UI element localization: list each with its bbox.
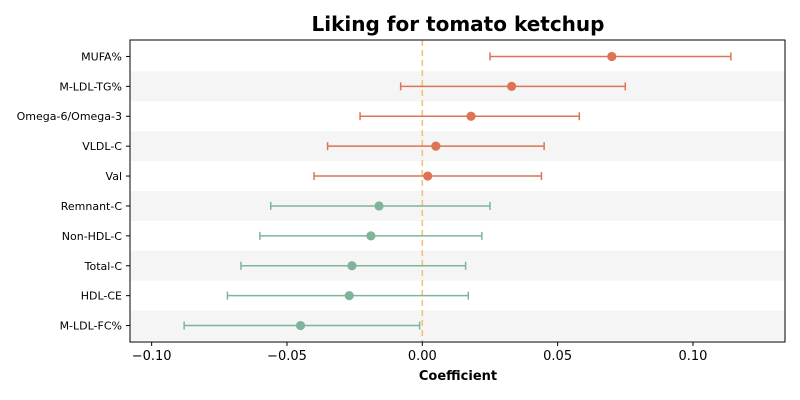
chart-title: Liking for tomato ketchup (312, 12, 605, 36)
x-tick-label: 0.10 (678, 349, 707, 364)
plot-frame (129, 39, 786, 343)
y-tick-label: Total-C (84, 260, 123, 273)
point-estimate (344, 291, 354, 301)
y-tick-label: Remnant-C (61, 200, 123, 213)
point-estimate (366, 231, 376, 241)
point-estimate (347, 261, 357, 271)
y-tick-label: MUFA% (81, 50, 122, 63)
y-tick-label: VLDL-C (82, 140, 122, 153)
x-tick-label: −0.05 (267, 349, 307, 364)
y-tick-label: Val (106, 170, 122, 183)
x-axis-ticks: −0.10 −0.05 0.00 0.05 0.10 (132, 342, 707, 364)
y-axis-ticks: MUFA% M-LDL-TG% Omega-6/Omega-3 VLDL-C Val Re… (17, 50, 130, 333)
point-estimate (607, 51, 617, 62)
point-estimate (466, 111, 476, 121)
point-estimate (295, 320, 306, 331)
x-axis-label: Coefficient (419, 369, 497, 384)
y-tick-label: Omega-6/Omega-3 (17, 110, 122, 123)
point-estimates (295, 51, 617, 331)
y-tick-label: M-LDL-FC% (60, 320, 122, 333)
y-tick-label: Non-HDL-C (62, 230, 123, 243)
y-tick-label: M-LDL-TG% (59, 80, 122, 93)
x-tick-label: −0.10 (132, 349, 172, 364)
point-estimate (374, 201, 384, 211)
x-tick-label: 0.00 (408, 349, 437, 364)
point-estimate (423, 171, 433, 181)
point-estimate (431, 141, 441, 151)
point-estimate (507, 81, 517, 91)
y-tick-label: HDL-CE (81, 290, 122, 303)
x-tick-label: 0.05 (543, 349, 572, 364)
